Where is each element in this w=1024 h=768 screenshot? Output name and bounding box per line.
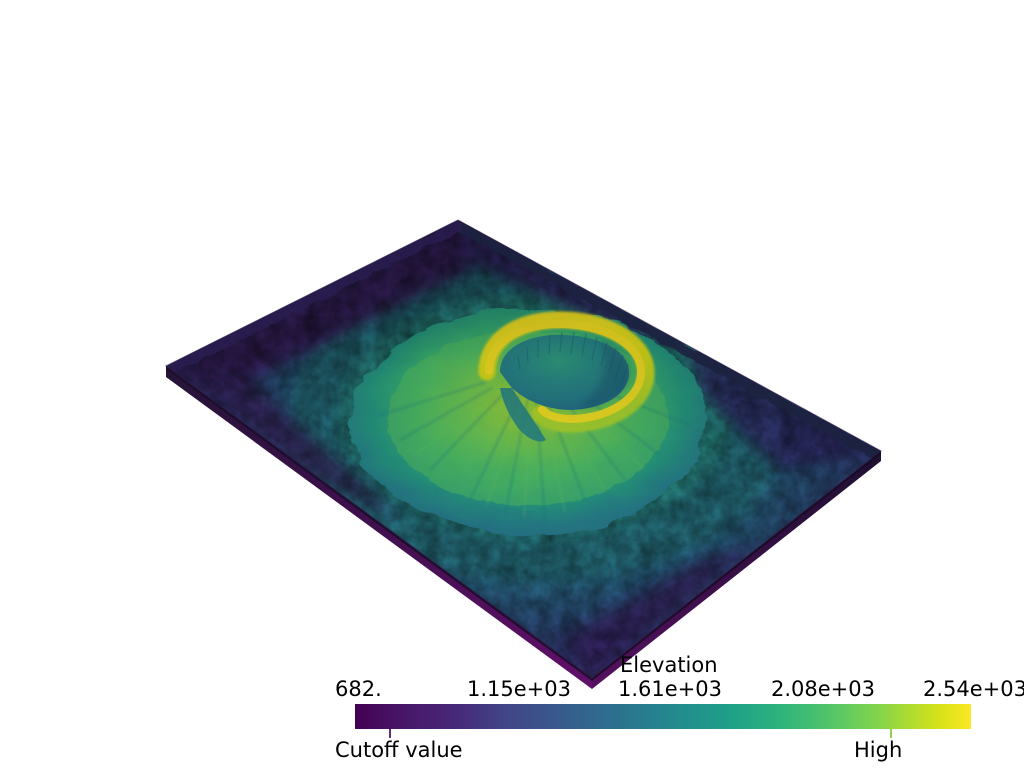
scalar-bar-tick-label-3: 2.08e+03 — [771, 677, 875, 701]
high-value-tick — [890, 729, 892, 738]
scalar-bar[interactable]: Elevation 682. 1.15e+03 1.61e+03 2.08e+0… — [335, 653, 1024, 768]
scalar-bar-tick-label-1: 1.15e+03 — [467, 677, 571, 701]
cutoff-value-label: Cutoff value — [335, 738, 463, 762]
terrain-surface-3d[interactable] — [0, 0, 1024, 700]
terrain-svg — [164, 219, 883, 689]
plate-side-walls — [166, 366, 881, 689]
scalar-bar-gradient[interactable] — [355, 704, 971, 729]
scalar-bar-tick-label-0: 682. — [335, 677, 382, 701]
scalar-bar-tick-label-4: 2.54e+03 — [923, 677, 1024, 701]
plate-outline — [164, 219, 883, 679]
high-value-label: High — [854, 738, 903, 762]
cutoff-value-tick — [389, 729, 391, 738]
terrain-top-surface — [166, 220, 881, 678]
scalar-bar-title: Elevation — [620, 653, 718, 677]
scalar-bar-tick-label-2: 1.61e+03 — [618, 677, 722, 701]
